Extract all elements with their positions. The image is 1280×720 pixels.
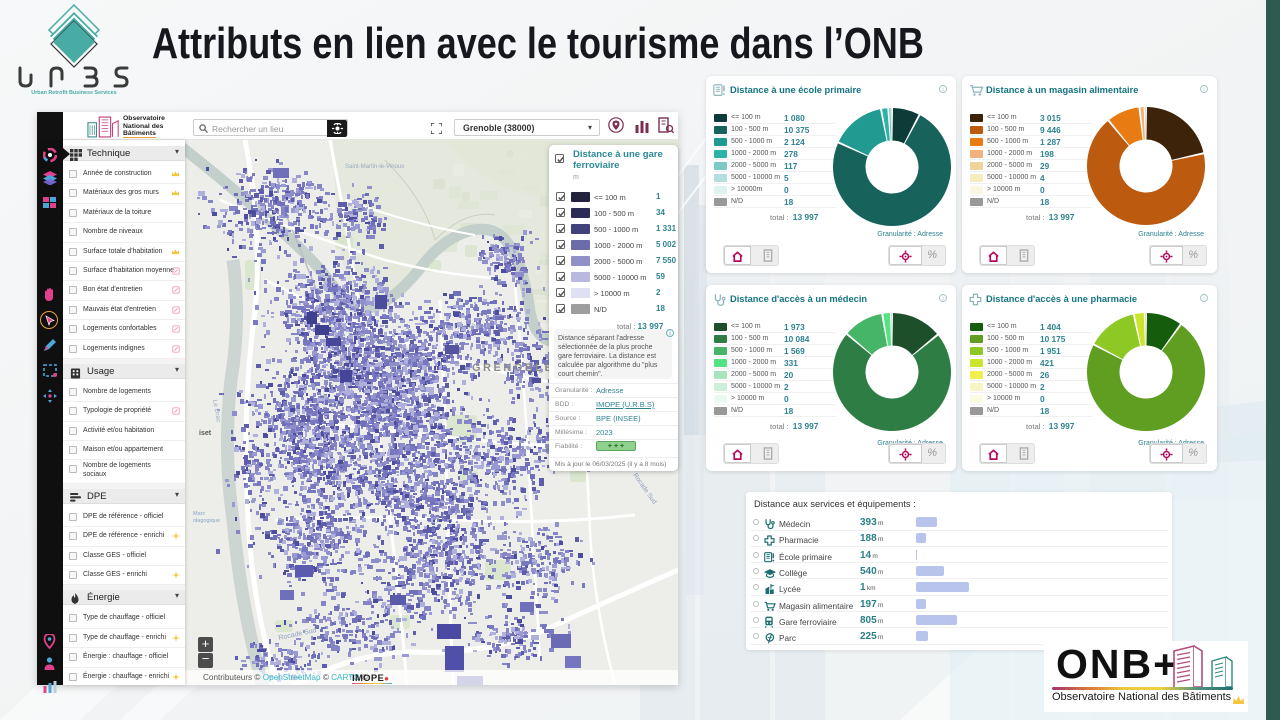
- svg-text:iset: iset: [199, 430, 212, 437]
- svg-text:Le Drac: Le Drac: [211, 399, 222, 423]
- svg-text:Saint-Martin-le-Vinoux: Saint-Martin-le-Vinoux: [345, 164, 404, 170]
- svg-text:Marc: Marc: [193, 511, 205, 517]
- svg-text:Urban Retrofit Business Servic: Urban Retrofit Business Services: [31, 90, 116, 96]
- svg-text:GRENOBLE: GRENOBLE: [472, 362, 554, 374]
- svg-text:La Tronche: La Tronche: [443, 322, 481, 332]
- svg-text:olagogique: olagogique: [193, 518, 220, 524]
